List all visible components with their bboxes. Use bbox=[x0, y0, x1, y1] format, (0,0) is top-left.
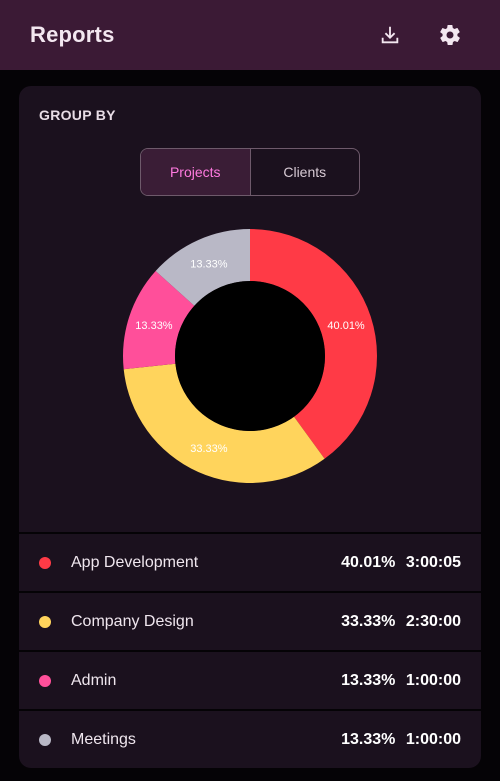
group-by-toggle: Projects Clients bbox=[140, 148, 360, 196]
report-card: GROUP BY Projects Clients 40.01% 33.33% 13… bbox=[19, 86, 481, 532]
donut-slice-admin bbox=[123, 271, 195, 370]
project-name: Company Design bbox=[71, 612, 194, 630]
color-dot bbox=[39, 674, 51, 687]
project-name: Admin bbox=[71, 671, 117, 689]
donut-chart: 40.01% 33.33% 13.33% 13.33% bbox=[19, 216, 481, 496]
project-percent: 13.33% bbox=[341, 730, 396, 748]
slice-label: 13.33% bbox=[190, 259, 228, 271]
color-dot bbox=[39, 615, 51, 628]
project-percent: 13.33% bbox=[341, 671, 396, 689]
settings-button[interactable] bbox=[430, 15, 470, 55]
list-item[interactable]: App Development 40.01% 3:00:05 bbox=[19, 534, 481, 591]
donut-slice-meetings bbox=[155, 229, 250, 306]
slice-label: 40.01% bbox=[327, 320, 365, 332]
slice-label: 13.33% bbox=[135, 320, 173, 332]
donut-chart-svg: 40.01% 33.33% 13.33% 13.33% bbox=[123, 229, 377, 483]
download-button[interactable] bbox=[370, 15, 410, 55]
donut-slice-company-design bbox=[123, 363, 325, 483]
donut-hole bbox=[175, 281, 325, 431]
project-percent: 40.01% bbox=[341, 553, 396, 571]
color-dot bbox=[39, 733, 51, 746]
group-by-label: GROUP BY bbox=[39, 107, 116, 123]
project-name: App Development bbox=[71, 553, 199, 571]
project-time: 1:00:00 bbox=[405, 671, 461, 689]
list-item[interactable]: Meetings 13.33% 1:00:00 bbox=[19, 711, 481, 768]
project-time: 1:00:00 bbox=[405, 730, 461, 748]
list-item[interactable]: Admin 13.33% 1:00:00 bbox=[19, 652, 481, 709]
project-time: 3:00:05 bbox=[405, 553, 461, 571]
donut-slice-app-development bbox=[250, 229, 377, 459]
slice-label: 33.33% bbox=[190, 443, 228, 455]
segment-clients[interactable]: Clients bbox=[283, 164, 327, 180]
project-percent: 33.33% bbox=[341, 612, 396, 630]
project-time: 2:30:00 bbox=[405, 612, 461, 630]
color-dot bbox=[39, 556, 51, 569]
list-item[interactable]: Company Design 33.33% 2:30:00 bbox=[19, 593, 481, 650]
gear-icon bbox=[440, 24, 460, 46]
breakdown-list: App Development 40.01% 3:00:05 Company D… bbox=[19, 534, 481, 770]
download-icon bbox=[381, 26, 399, 44]
page-title: Reports bbox=[30, 22, 115, 47]
segment-projects[interactable]: Projects bbox=[141, 149, 251, 195]
app-bar: Reports bbox=[0, 0, 500, 70]
project-name: Meetings bbox=[71, 730, 136, 748]
